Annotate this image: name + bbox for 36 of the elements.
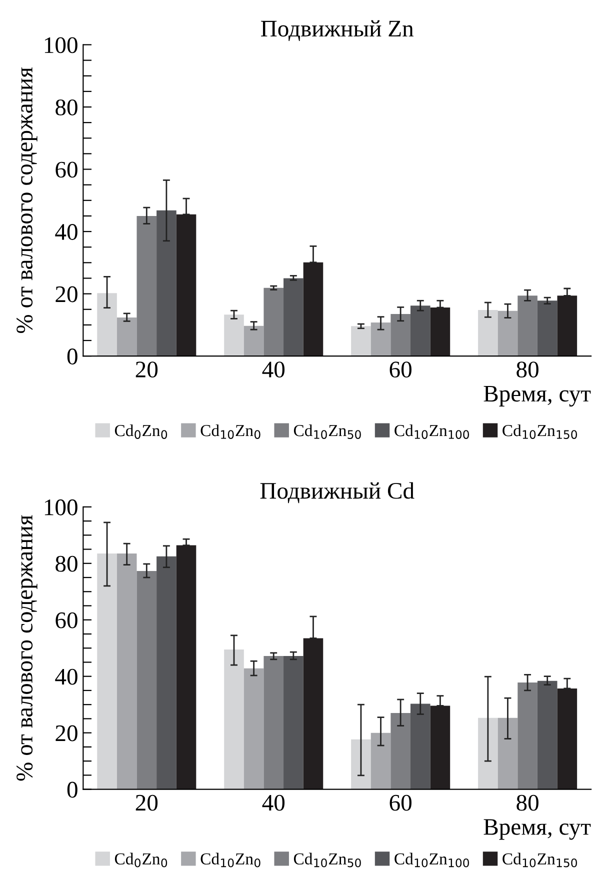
legend-label: Cd$_{10}$Zn$_{150}$ [502, 424, 578, 439]
legend-label: Cd$_{10}$Zn$_{100}$ [394, 852, 470, 868]
x-tick-label: 80 [516, 362, 538, 378]
y-axis-title: % от валового содержания [16, 67, 38, 333]
x-tick-label: 60 [390, 362, 412, 378]
x-axis-title: Время, сут [484, 819, 591, 840]
y-tick-label: 0 [67, 348, 78, 364]
legend-label: Cd$_{10}$Zn$_{0}$ [200, 852, 260, 868]
legend-label: Cd$_{10}$Zn$_{100}$ [394, 424, 470, 439]
y-tick-label: 60 [56, 162, 78, 178]
legend-label: Cd$_{0}$Zn$_{0}$ [114, 852, 168, 868]
legend-label: Cd$_{0}$Zn$_{0}$ [114, 424, 168, 439]
x-axis-title: Время, сут [484, 386, 591, 407]
chart-title: Подвижный Cd [260, 482, 414, 504]
y-tick-label: 20 [56, 725, 78, 742]
legend-label: Cd$_{10}$Zn$_{150}$ [502, 852, 578, 868]
x-tick-label: 40 [262, 794, 285, 811]
chart-title: Подвижный Zn [260, 20, 414, 41]
legend-label: Cd$_{10}$Zn$_{50}$ [294, 852, 361, 868]
x-tick-label: 20 [136, 794, 158, 811]
y-tick-label: 20 [56, 286, 78, 302]
x-tick-label: 20 [136, 362, 158, 378]
y-tick-label: 60 [56, 612, 78, 628]
y-tick-label: 100 [44, 499, 78, 516]
y-tick-label: 80 [56, 99, 78, 116]
x-tick-label: 80 [516, 794, 538, 811]
legend-label: Cd$_{10}$Zn$_{0}$ [200, 424, 260, 439]
y-tick-label: 0 [67, 782, 78, 798]
y-tick-label: 100 [44, 37, 78, 54]
x-tick-label: 60 [390, 794, 412, 811]
y-tick-label: 40 [55, 224, 78, 240]
y-tick-label: 80 [56, 556, 78, 572]
y-tick-label: 40 [55, 668, 78, 685]
legend-label: Cd$_{10}$Zn$_{50}$ [294, 424, 361, 439]
x-tick-label: 40 [262, 362, 285, 378]
y-axis-title: % от валового содержания [16, 515, 38, 781]
